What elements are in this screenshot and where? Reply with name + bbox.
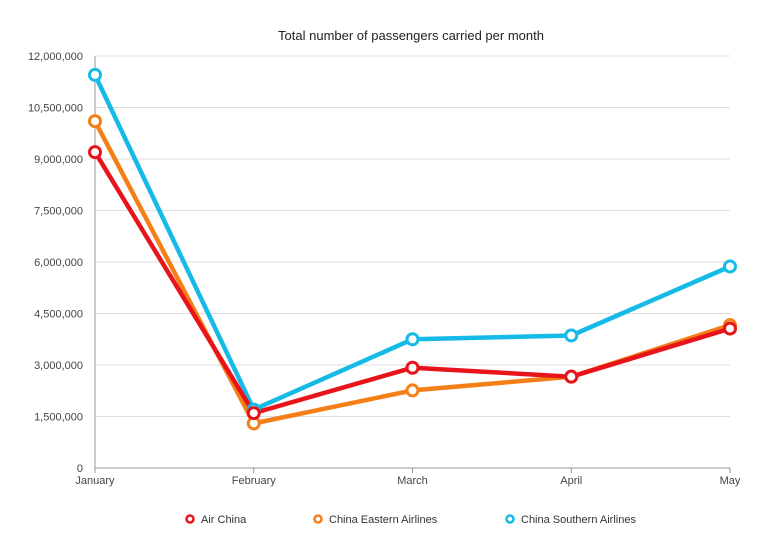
data-point: [564, 328, 579, 343]
y-tick-label: 3,000,000: [34, 360, 83, 372]
x-tick-label: May: [720, 475, 741, 487]
y-tick-label: 1,500,000: [34, 412, 83, 424]
data-point: [723, 321, 737, 336]
data-point: [88, 67, 102, 82]
legend-label: China Eastern Airlines: [329, 514, 438, 526]
x-tick-label: March: [397, 475, 428, 487]
y-axis-ticks: 0 1,500,000 3,000,000 4,500,000 6,000,000 7,5…: [28, 51, 83, 475]
data-point: [405, 360, 420, 375]
legend: Air China China Eastern Airlines China Sou…: [185, 514, 636, 526]
y-tick-label: 9,000,000: [34, 154, 83, 166]
y-tick-label: 4,500,000: [34, 309, 83, 321]
legend-marker: [505, 514, 515, 524]
data-point: [88, 145, 102, 160]
legend-label: China Southern Airlines: [521, 514, 636, 526]
data-point: [723, 259, 737, 274]
x-tick-label: January: [75, 475, 115, 487]
x-tick-label: February: [232, 475, 277, 487]
y-tick-label: 12,000,000: [28, 51, 83, 63]
y-tick-label: 0: [77, 463, 83, 475]
series-points: [88, 67, 737, 431]
legend-marker: [185, 514, 195, 524]
data-point: [405, 332, 420, 347]
y-tick-label: 6,000,000: [34, 257, 83, 269]
legend-marker: [313, 514, 323, 524]
chart-title: Total number of passengers carried per m…: [278, 28, 544, 43]
y-tick-label: 7,500,000: [34, 206, 83, 218]
y-tick-label: 10,500,000: [28, 103, 83, 115]
data-point: [405, 383, 420, 398]
legend-label: Air China: [201, 514, 247, 526]
x-axis-ticks: January February March April May: [75, 468, 741, 487]
x-tick-label: April: [560, 475, 582, 487]
gridlines: [94, 55, 730, 469]
data-point: [246, 406, 261, 421]
data-point: [564, 369, 579, 384]
data-point: [88, 114, 102, 129]
